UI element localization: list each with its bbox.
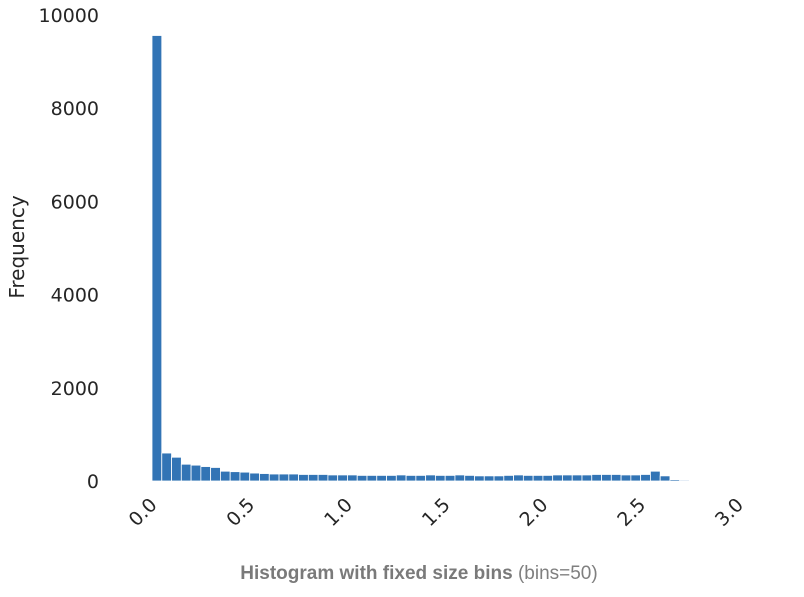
histogram-bar (610, 474, 622, 482)
x-tick-label: 0.5 (222, 494, 259, 531)
histogram-bar (444, 475, 456, 482)
y-axis-label: Frequency (5, 195, 29, 298)
histogram-bar (171, 456, 182, 482)
histogram-bar (435, 475, 446, 482)
histogram-bar (415, 475, 427, 482)
histogram-bar (190, 464, 202, 482)
histogram-bar (474, 475, 485, 482)
histogram-bar (483, 475, 495, 482)
histogram-bar (298, 474, 309, 482)
histogram-bar (229, 471, 241, 482)
histogram-chart: 0 2000 4000 6000 8000 10000 0.0 0.5 1.0 1.5 2.0 2.… (5, 5, 748, 531)
caption-title: Histogram with fixed size bins (240, 563, 513, 584)
histogram-bar (317, 474, 329, 482)
histogram-bar (161, 452, 172, 482)
histogram-bar (640, 474, 651, 482)
histogram-bar (454, 474, 466, 482)
caption-subtitle: (bins=50) (512, 563, 598, 584)
histogram-bar (503, 475, 514, 482)
x-tick-label: 0.0 (125, 494, 162, 531)
x-tick-label: 2.5 (613, 494, 650, 531)
y-tick-label: 10000 (39, 5, 99, 27)
histogram-bar (288, 473, 299, 482)
y-tick-label: 8000 (51, 98, 99, 120)
x-tick-label: 3.0 (711, 494, 748, 531)
x-tick-label: 1.0 (320, 494, 357, 531)
histogram-bar (659, 475, 671, 482)
histogram-bar (581, 474, 593, 482)
histogram-bar (180, 463, 192, 482)
histogram-bar (268, 473, 280, 482)
histogram-bar (356, 475, 368, 482)
histogram-bar (395, 474, 407, 482)
histogram-bar (620, 474, 632, 482)
histogram-bar (151, 35, 163, 482)
x-tick-label: 1.5 (418, 494, 455, 531)
histogram-bar (669, 479, 681, 482)
y-tick-label: 6000 (51, 191, 99, 213)
x-tick-labels: 0.0 0.5 1.0 1.5 2.0 2.5 3.0 (125, 494, 748, 531)
histogram-bar (562, 474, 573, 482)
histogram-bar (347, 474, 358, 482)
histogram-bar (532, 475, 544, 482)
y-tick-labels: 0 2000 4000 6000 8000 10000 (39, 5, 99, 493)
y-tick-label: 2000 (51, 378, 99, 400)
histogram-bar (571, 474, 583, 482)
histogram-bars (151, 35, 739, 482)
x-tick-label: 2.0 (516, 494, 553, 531)
histogram-bar (542, 475, 554, 482)
histogram-bar (307, 474, 319, 482)
histogram-bar (366, 475, 378, 482)
chart-caption: Histogram with fixed size bins (bins=50) (0, 563, 804, 585)
histogram-bar (386, 475, 397, 482)
histogram-bar (464, 475, 475, 482)
histogram-bar (376, 475, 387, 482)
histogram-bar (630, 474, 642, 482)
histogram-bar (249, 472, 260, 482)
histogram-bar (200, 466, 212, 482)
histogram-bar (522, 475, 534, 482)
histogram-bar (259, 473, 270, 482)
histogram-bar (591, 474, 602, 482)
histogram-bar (425, 474, 436, 482)
y-tick-label: 4000 (51, 285, 99, 307)
y-tick-label: 0 (87, 471, 99, 493)
histogram-bar (278, 473, 290, 482)
histogram-bar (405, 475, 417, 482)
histogram-bar (493, 475, 505, 482)
histogram-bar (650, 470, 661, 482)
histogram-bar (552, 474, 563, 482)
histogram-bar (327, 474, 339, 482)
histogram-bar (337, 474, 348, 482)
histogram-bar (239, 471, 251, 482)
histogram-bar (220, 470, 231, 482)
histogram-bar (513, 474, 524, 482)
histogram-bar (210, 467, 221, 482)
histogram-bar (679, 479, 690, 482)
histogram-bar (601, 474, 612, 482)
